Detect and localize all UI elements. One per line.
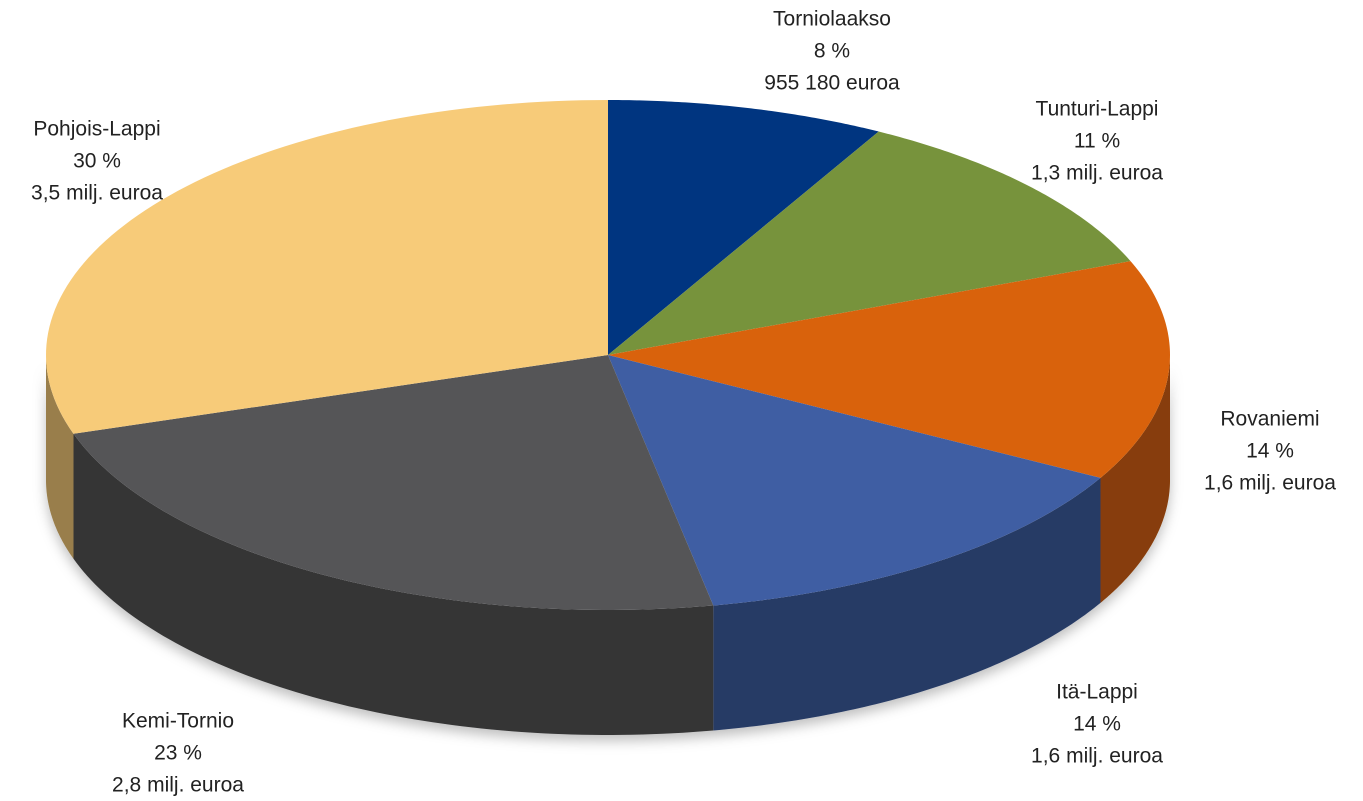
slice-label: Rovaniemi — [1220, 408, 1319, 431]
slice — [608, 261, 1170, 478]
slice-value-label: 23 % — [154, 742, 202, 765]
slice-value-label: 8 % — [814, 40, 850, 63]
slice-amount-label: 1,6 milj. euroa — [1204, 472, 1336, 495]
slice-side — [1100, 355, 1170, 603]
slice-side — [73, 433, 714, 735]
slice-label: Torniolaakso — [773, 8, 891, 31]
slice-label: Pohjois-Lappi — [33, 118, 160, 141]
slice-value-label: 14 % — [1246, 440, 1294, 463]
slice-amount-label: 3,5 milj. euroa — [31, 182, 163, 205]
slice — [46, 100, 608, 434]
slice-label: Itä-Lappi — [1056, 681, 1138, 704]
slice-side — [713, 477, 1101, 731]
slice-amount-label: 955 180 euroa — [764, 72, 900, 95]
slice — [608, 100, 879, 355]
slice — [608, 355, 1101, 606]
slice — [73, 355, 714, 610]
slice — [608, 131, 1131, 355]
slice-label: Tunturi-Lappi — [1036, 98, 1159, 121]
slice-value-label: 30 % — [73, 150, 121, 173]
slice-label: Kemi-Tornio — [122, 710, 234, 733]
slice-side — [46, 355, 74, 559]
slice-amount-label: 2,8 milj. euroa — [112, 774, 244, 797]
slice-amount-label: 1,6 milj. euroa — [1031, 745, 1163, 768]
slice-amount-label: 1,3 milj. euroa — [1031, 162, 1163, 185]
slice-value-label: 11 % — [1074, 130, 1120, 153]
slice-value-label: 14 % — [1073, 713, 1121, 736]
